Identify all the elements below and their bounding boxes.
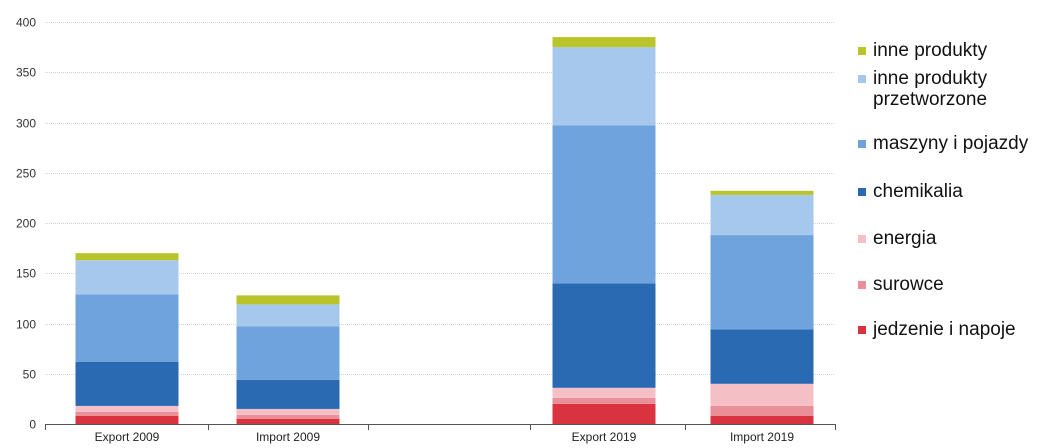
y-tick-label: 50 (23, 368, 37, 382)
bar-segment (710, 190, 814, 195)
legend-label: inne produkty przetworzone (873, 68, 988, 110)
bar-segment (710, 383, 814, 406)
legend-label: maszyny i pojazdy (873, 133, 1029, 154)
y-axis: 0 50 100 150 200 250 300 350 400 (16, 16, 36, 432)
bar-segment (710, 194, 814, 236)
bar-stack (75, 253, 179, 424)
bar-segment (552, 387, 656, 398)
bar-segment (75, 415, 179, 424)
bar-segment (710, 235, 814, 330)
bar-segment (75, 405, 179, 412)
y-tick-label: 200 (16, 217, 36, 231)
bar-segment (236, 295, 340, 305)
bar-stack (552, 37, 656, 424)
bar-segment (75, 361, 179, 406)
bar-segment (75, 260, 179, 295)
legend-swatch (858, 188, 866, 196)
bar-segment (75, 294, 179, 362)
bar-segment (236, 414, 340, 419)
gridlines (45, 22, 835, 375)
y-tick-label: 0 (29, 418, 36, 432)
legend-label: inne produkty (873, 40, 988, 61)
x-category-label: Export 2019 (572, 430, 637, 444)
legend-swatch (858, 281, 866, 289)
bar-stack (710, 190, 814, 424)
x-axis: Export 2009 Import 2009 Export 2019 Import … (45, 424, 836, 444)
legend-item: jedzenie i napoje (858, 319, 1048, 340)
y-tick-label: 300 (16, 117, 36, 131)
legend-swatch (858, 326, 866, 334)
legend-label: energia (873, 228, 937, 249)
bar-segment (236, 379, 340, 409)
bar-segment (710, 405, 814, 416)
legend-item: surowce (858, 274, 1048, 295)
legend-swatch (858, 47, 866, 55)
x-category-label: Import 2019 (730, 430, 794, 444)
y-tick-label: 400 (16, 16, 36, 30)
bar-segment (552, 125, 656, 284)
bar-segment (552, 283, 656, 388)
bar-segment (552, 37, 656, 48)
bar-segment (236, 408, 340, 415)
legend-item: inne produkty przetworzone (858, 68, 1048, 110)
bar-segment (236, 326, 340, 380)
bar-stack (236, 295, 340, 424)
legend-item: chemikalia (858, 181, 1048, 202)
bar-segment (75, 411, 179, 416)
x-category-label: Import 2009 (256, 430, 320, 444)
x-category-label: Export 2009 (95, 430, 160, 444)
bar-segment (710, 415, 814, 424)
y-tick-label: 150 (16, 267, 36, 281)
legend-label: chemikalia (873, 181, 963, 202)
bar-segment (710, 329, 814, 384)
y-tick-label: 250 (16, 167, 36, 181)
legend-item: maszyny i pojazdy (858, 133, 1048, 154)
legend-swatch (858, 235, 866, 243)
legend-swatch (858, 75, 866, 83)
y-tick-label: 350 (16, 66, 36, 80)
stacked-bar-chart: 0 50 100 150 200 250 300 350 400 Export 2009 Impo… (16, 16, 836, 444)
bar-segment (236, 418, 340, 424)
bar-segment (236, 304, 340, 327)
bar-segment (552, 47, 656, 126)
legend-label: jedzenie i napoje (873, 319, 1016, 340)
y-tick-label: 100 (16, 318, 36, 332)
bars (75, 37, 814, 424)
legend-item: inne produkty (858, 40, 1048, 61)
bar-segment (75, 253, 179, 261)
legend-label: surowce (873, 274, 944, 295)
legend-item: energia (858, 228, 1048, 249)
bar-segment (552, 403, 656, 424)
legend-swatch (858, 140, 866, 148)
bar-segment (552, 397, 656, 404)
